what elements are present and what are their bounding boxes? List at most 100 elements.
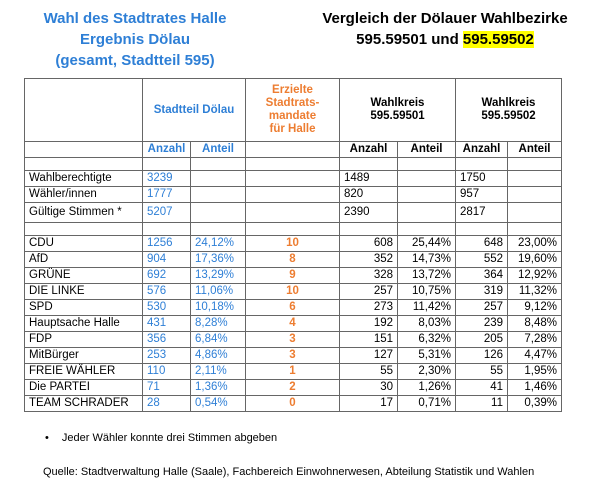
mandate-value: 10 — [245, 235, 340, 252]
stadtteil-anzahl: 110 — [142, 363, 191, 380]
table-row: CDU 1256 24,12% 10 608 25,44% 648 23,00% — [24, 235, 562, 252]
stadtteil-anzahl: 356 — [142, 331, 191, 348]
wk2-anzahl: 257 — [455, 299, 508, 316]
header-mandate-l3: mandate — [268, 110, 317, 122]
stadtteil-anzahl: 1256 — [142, 235, 191, 252]
stadtteil-anzahl: 1777 — [142, 186, 191, 203]
title-right-line1: Vergleich der Dölauer Wahlbezirke — [322, 10, 568, 27]
party-name: SPD — [24, 299, 143, 316]
sub-anzahl: Anzahl — [142, 141, 191, 158]
party-rows: CDU 1256 24,12% 10 608 25,44% 648 23,00% AfD 904 1… — [24, 235, 562, 412]
mandate-cell — [245, 186, 340, 203]
header-wk2-l2: 595.59502 — [481, 110, 536, 122]
wk2-anteil: 9,12% — [507, 299, 562, 316]
stadtteil-anzahl: 692 — [142, 267, 191, 284]
wk1-anteil: 13,72% — [397, 267, 456, 284]
stadtteil-anteil: 6,84% — [190, 331, 246, 348]
wk2-anteil: 8,48% — [507, 315, 562, 332]
wk1-anteil: 1,26% — [397, 379, 456, 396]
stadtteil-anteil: 24,12% — [190, 235, 246, 252]
table-row: Die PARTEI 71 1,36% 2 30 1,26% 41 1,46% — [24, 379, 562, 396]
wk1-anzahl: 608 — [339, 235, 398, 252]
header-mandate-l2: Stadtrats- — [265, 97, 320, 109]
table-row: Gültige Stimmen * 5207 2390 2817 — [24, 202, 562, 223]
party-name: AfD — [24, 251, 143, 268]
wk2-anteil: 1,95% — [507, 363, 562, 380]
mandate-value: 9 — [245, 267, 340, 284]
stadtteil-anteil: 8,28% — [190, 315, 246, 332]
wk1-anzahl: 2390 — [339, 202, 398, 223]
sub-anteil: Anteil — [190, 141, 246, 158]
header-empty — [24, 78, 143, 142]
wk1-anteil: 10,75% — [397, 283, 456, 300]
stadtteil-anzahl: 904 — [142, 251, 191, 268]
mandate-value: 8 — [245, 251, 340, 268]
party-name: FDP — [24, 331, 143, 348]
title-left-line1: Wahl des Stadtrates Halle — [43, 10, 227, 27]
row-label: Gültige Stimmen * — [24, 202, 143, 223]
wk1-anteil: 11,42% — [397, 299, 456, 316]
wk1-anzahl: 192 — [339, 315, 398, 332]
sub-mandate-empty — [245, 141, 340, 158]
party-name: FREIE WÄHLER — [24, 363, 143, 380]
party-name: Die PARTEI — [24, 379, 143, 396]
stadtteil-anteil: 11,06% — [190, 283, 246, 300]
stadtteil-anteil — [190, 186, 246, 203]
wk2-anzahl: 364 — [455, 267, 508, 284]
wk1-anzahl: 30 — [339, 379, 398, 396]
wk1-anzahl: 257 — [339, 283, 398, 300]
stadtteil-anteil — [190, 202, 246, 223]
wk2-anteil: 11,32% — [507, 283, 562, 300]
sub-wk2-anzahl: Anzahl — [455, 141, 508, 158]
party-name: Hauptsache Halle — [24, 315, 143, 332]
table-row: DIE LINKE 576 11,06% 10 257 10,75% 319 11,32% — [24, 283, 562, 300]
mandate-value: 6 — [245, 299, 340, 316]
title-left-line3: (gesamt, Stadtteil 595) — [55, 52, 215, 69]
results-table: Stadtteil Dölau Erzielte Stadtrats- mand… — [24, 78, 562, 412]
header-wk1-l1: Wahlkreis — [370, 97, 425, 109]
header-row: Stadtteil Dölau Erzielte Stadtrats- mand… — [24, 78, 562, 142]
stadtteil-anzahl: 431 — [142, 315, 191, 332]
table-row: Wähler/innen 1777 820 957 — [24, 186, 562, 203]
wk1-anzahl: 127 — [339, 347, 398, 364]
footnote: • Jeder Wähler konnte drei Stimmen abgeb… — [45, 432, 277, 444]
table-row: MitBürger 253 4,86% 3 127 5,31% 126 4,47% — [24, 347, 562, 364]
table-row: FREIE WÄHLER 110 2,11% 1 55 2,30% 55 1,95% — [24, 363, 562, 380]
wk2-anteil: 7,28% — [507, 331, 562, 348]
wk2-anzahl: 552 — [455, 251, 508, 268]
wk1-anzahl: 55 — [339, 363, 398, 380]
table-row: GRÜNE 692 13,29% 9 328 13,72% 364 12,92% — [24, 267, 562, 284]
row-label: Wahlberechtigte — [24, 170, 143, 187]
sub-wk1-anzahl: Anzahl — [339, 141, 398, 158]
party-name: MitBürger — [24, 347, 143, 364]
wk1-anzahl: 328 — [339, 267, 398, 284]
sub-empty — [24, 141, 143, 158]
sub-wk1-anteil: Anteil — [397, 141, 456, 158]
wk2-anzahl: 205 — [455, 331, 508, 348]
wk2-anzahl: 239 — [455, 315, 508, 332]
wk2-anteil — [507, 202, 562, 223]
wk2-anteil: 23,00% — [507, 235, 562, 252]
party-name: DIE LINKE — [24, 283, 143, 300]
table-row: SPD 530 10,18% 6 273 11,42% 257 9,12% — [24, 299, 562, 316]
wk1-anzahl: 151 — [339, 331, 398, 348]
title-left: Wahl des Stadtrates Halle Ergebnis Dölau… — [10, 8, 260, 71]
wk2-anzahl: 126 — [455, 347, 508, 364]
wk1-anteil: 8,03% — [397, 315, 456, 332]
wk2-anzahl: 1750 — [455, 170, 508, 187]
mandate-value: 2 — [245, 379, 340, 396]
table-row: FDP 356 6,84% 3 151 6,32% 205 7,28% — [24, 331, 562, 348]
wk2-anzahl: 55 — [455, 363, 508, 380]
stadtteil-anteil: 10,18% — [190, 299, 246, 316]
spacer-row — [24, 222, 562, 236]
title-right-plain: 595.59501 und — [356, 31, 463, 48]
stadtteil-anzahl: 3239 — [142, 170, 191, 187]
footnote-bullet: • — [45, 432, 49, 444]
table-row: Hauptsache Halle 431 8,28% 4 192 8,03% 239 8,48… — [24, 315, 562, 332]
mandate-cell — [245, 202, 340, 223]
wk2-anteil — [507, 170, 562, 187]
wk1-anzahl: 820 — [339, 186, 398, 203]
source-line: Quelle: Stadtverwaltung Halle (Saale), F… — [43, 466, 535, 478]
wk2-anzahl: 41 — [455, 379, 508, 396]
wk2-anteil: 12,92% — [507, 267, 562, 284]
